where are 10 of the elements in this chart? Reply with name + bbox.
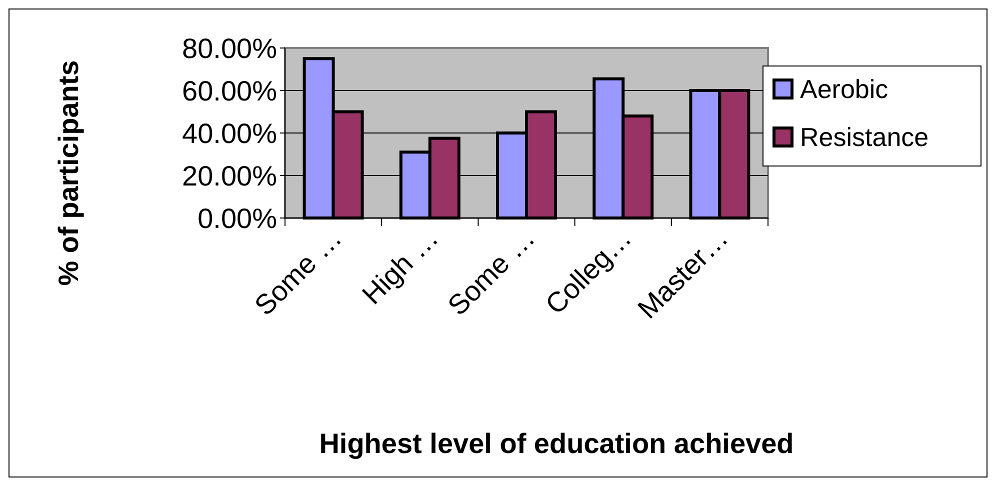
- y-axis-title: % of participants: [53, 60, 84, 286]
- x-axis-title: Highest level of education achieved: [319, 428, 794, 459]
- y-tick-label: 0.00%: [198, 202, 277, 234]
- y-tick-label: 80.00%: [182, 32, 277, 64]
- legend-label: Resistance: [800, 122, 929, 152]
- legend-label: Aerobic: [800, 74, 888, 104]
- y-tick-label: 60.00%: [182, 75, 277, 106]
- y-tick-label: 20.00%: [182, 160, 277, 192]
- y-tick-label: 40.00%: [182, 118, 277, 149]
- x-tick-label: High …: [356, 222, 444, 310]
